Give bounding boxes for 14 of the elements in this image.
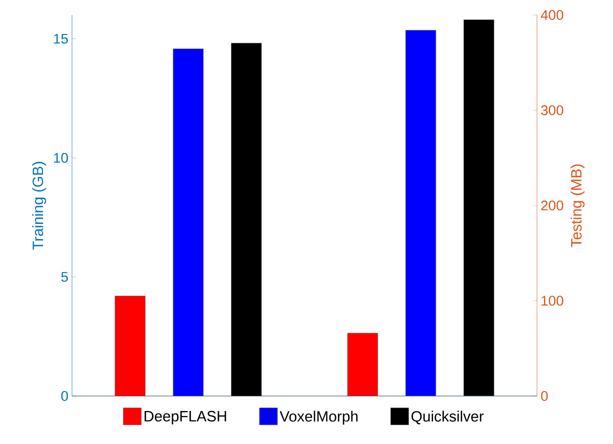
y2-tick-label: 0 [541, 391, 548, 401]
legend-label: Quicksilver [412, 410, 484, 424]
legend-label: VoxelMorph [280, 410, 358, 425]
y2-axis-title: Testing (MB) [570, 164, 585, 248]
y-tick-label: 5 [61, 272, 68, 282]
y2-tick-label: 300 [541, 105, 564, 116]
y-tick-label: 0 [61, 391, 68, 401]
y2-tick-label: 200 [541, 200, 564, 210]
y-tick-label: 15 [54, 34, 68, 44]
y2-tick-label: 100 [542, 296, 564, 306]
y-axis-title: Training (GB) [32, 162, 46, 250]
legend-label: DeepFLASH [144, 410, 226, 424]
y-tick-label: 10 [54, 152, 68, 163]
y2-tick-label: 400 [540, 10, 564, 20]
